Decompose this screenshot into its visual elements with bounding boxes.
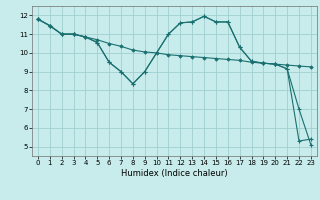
X-axis label: Humidex (Indice chaleur): Humidex (Indice chaleur)	[121, 169, 228, 178]
